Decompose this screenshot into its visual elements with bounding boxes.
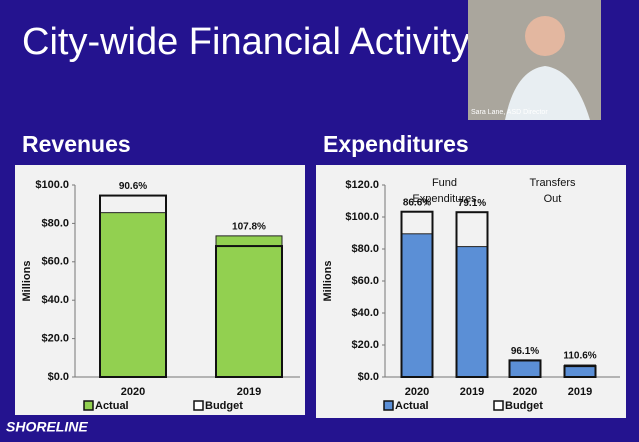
- group-label: Transfers Out: [529, 177, 576, 205]
- presenter-body: [505, 66, 590, 120]
- bar-label: 96.1%: [511, 346, 539, 357]
- y-tick-label: $80.0: [351, 243, 379, 255]
- bar-label: 107.8%: [232, 222, 266, 233]
- bar-budget: [563, 365, 597, 378]
- legend-swatch: [83, 400, 94, 411]
- presenter-name: Sara Lane, ASD Director: [471, 109, 548, 116]
- y-tick-label: $40.0: [351, 307, 379, 319]
- y-tick-label: $100.0: [35, 179, 69, 191]
- bar-label: 86.6%: [403, 197, 431, 208]
- x-tick-label: 2020: [121, 386, 145, 398]
- bar-label: 79.1%: [458, 198, 486, 209]
- bar-actual: [456, 246, 488, 378]
- legend-swatch: [493, 400, 504, 411]
- y-tick-label: $0.0: [48, 371, 69, 383]
- bar-actual: [509, 360, 541, 378]
- y-tick-label: $100.0: [345, 211, 379, 223]
- bar-label: 90.6%: [119, 181, 147, 192]
- bar-budget: [455, 211, 489, 378]
- legend-label: Budget: [205, 400, 243, 412]
- bar-actual: [99, 212, 167, 378]
- y-tick-label: $20.0: [351, 339, 379, 351]
- x-tick-label: 2020: [513, 386, 537, 398]
- bar-actual: [401, 233, 433, 378]
- bar-budget: [400, 210, 434, 378]
- y-axis-label: Millions: [21, 261, 33, 302]
- bar-label: 110.6%: [563, 351, 596, 362]
- y-axis-label: Millions: [322, 261, 334, 302]
- chart-title: Expenditures: [323, 131, 469, 157]
- x-tick-label: 2019: [460, 386, 484, 398]
- bar-budget: [99, 194, 167, 378]
- y-tick-label: $40.0: [41, 294, 69, 306]
- x-tick-label: 2019: [568, 386, 592, 398]
- bar-budget: [508, 359, 542, 378]
- y-tick-label: $60.0: [351, 275, 379, 287]
- y-tick-label: $20.0: [41, 333, 69, 345]
- y-tick-label: $80.0: [41, 217, 69, 229]
- presenter-face: [525, 16, 565, 56]
- bar-budget: [215, 245, 283, 378]
- group-label: Fund Expenditures: [412, 177, 477, 205]
- x-tick-label: 2020: [405, 386, 429, 398]
- legend-swatch: [193, 400, 204, 411]
- legend-label: Budget: [505, 400, 543, 412]
- y-tick-label: $0.0: [358, 371, 379, 383]
- y-tick-label: $60.0: [41, 256, 69, 268]
- legend-label: Actual: [95, 400, 129, 412]
- chart-title: Revenues: [22, 131, 131, 157]
- legend-label: Actual: [395, 400, 429, 412]
- logo: SHORELINE: [6, 419, 88, 435]
- legend-swatch: [383, 400, 394, 411]
- bar-actual: [215, 235, 283, 378]
- y-tick-label: $120.0: [345, 179, 379, 191]
- x-tick-label: 2019: [237, 386, 261, 398]
- slide-title: City-wide Financial Activity: [22, 21, 470, 63]
